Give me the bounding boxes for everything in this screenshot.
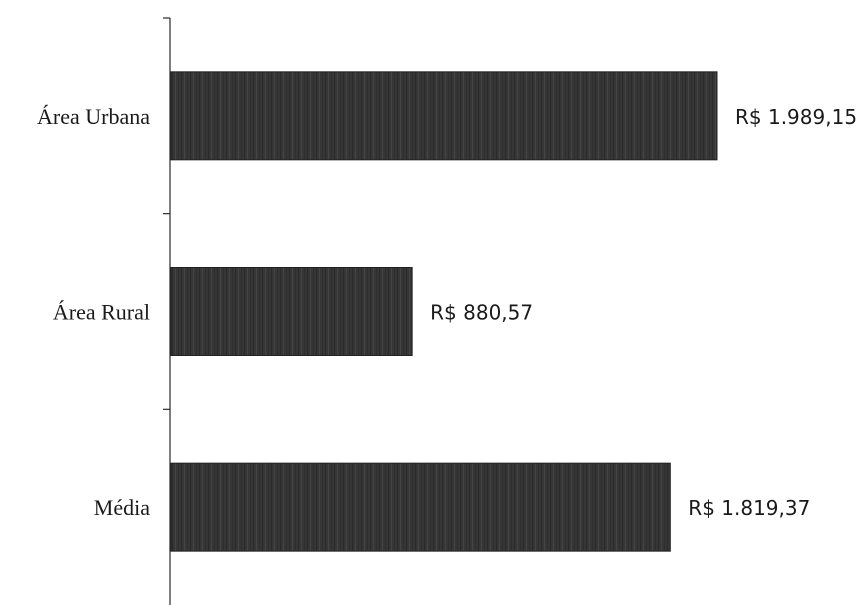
- data-label: R$ 880,57: [430, 301, 533, 325]
- category-label: Média: [94, 495, 150, 520]
- bar-2: [170, 267, 413, 356]
- bar-1: [170, 71, 718, 161]
- category-label: Área Rural: [53, 300, 150, 325]
- bar-3: [170, 462, 671, 552]
- data-label: R$ 1.989,15: [735, 105, 857, 129]
- category-label: Área Urbana: [37, 104, 150, 129]
- data-label: R$ 1.819,37: [688, 496, 810, 520]
